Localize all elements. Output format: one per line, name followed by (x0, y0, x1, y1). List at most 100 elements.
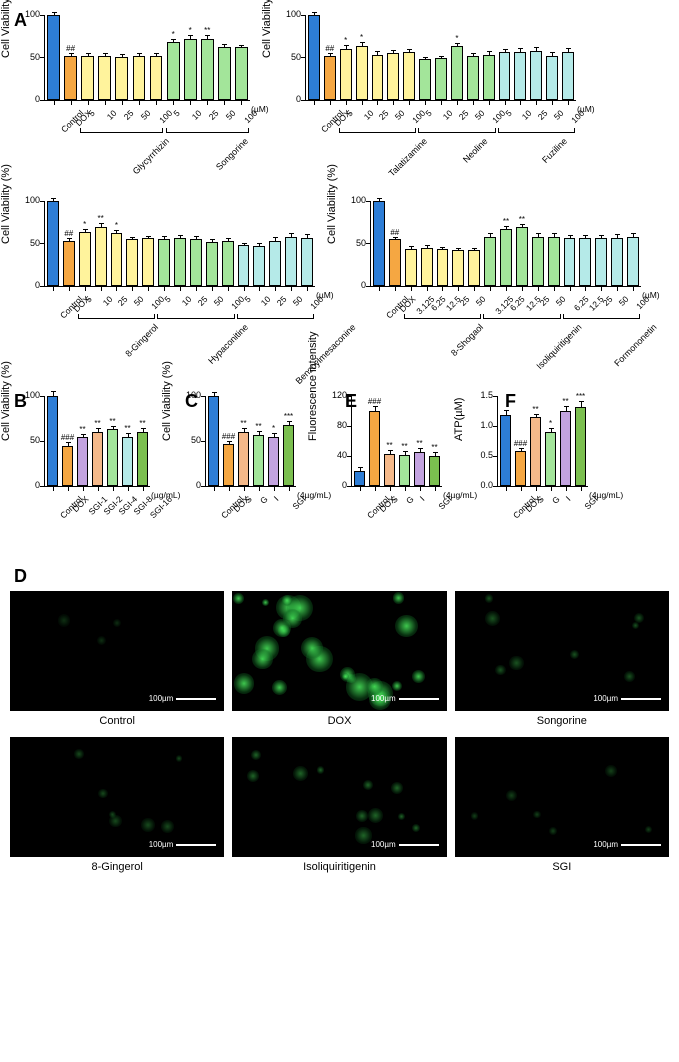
bar (64, 56, 77, 100)
y-tick-label: 0 (18, 94, 40, 104)
x-tick-label: 25 (122, 108, 136, 122)
x-tick-label: 50 (393, 108, 407, 122)
microscopy-image: 100µm (10, 737, 224, 857)
y-tick-label: 50 (279, 52, 301, 62)
microscopy-label: Control (10, 715, 224, 727)
y-axis-label: Cell Viability (%) (0, 361, 12, 441)
bar (98, 56, 111, 100)
bar (285, 237, 297, 286)
y-tick-label: 50 (179, 435, 201, 445)
bar (174, 238, 186, 286)
bar (201, 39, 214, 100)
group-label: Hypaconitine (206, 322, 250, 366)
microscopy-label: DOX (232, 715, 446, 727)
bar (467, 56, 479, 100)
bar (530, 51, 542, 100)
bar (562, 52, 574, 100)
figure-root: A Cell Viability (%)##****050100ControlD… (10, 10, 669, 873)
bar (356, 46, 368, 100)
group-label: Neoline (461, 136, 490, 165)
significance-marker: ### (219, 432, 239, 441)
bar (238, 245, 250, 286)
microscopy-image: 100µm (10, 591, 224, 711)
unit-label: (4µg/mL) (589, 490, 623, 500)
bar (372, 55, 384, 100)
x-tick-label: 25 (457, 108, 471, 122)
microscopy-cell: 100µm 8-Gingerol (10, 737, 224, 873)
bar (137, 432, 148, 486)
bar (283, 425, 294, 486)
panel-f-chart: ATP(µM)###********0.00.51.01.5ControlDOX… (463, 396, 603, 556)
bar (167, 42, 180, 100)
y-tick-label: 100 (344, 195, 366, 205)
bar (107, 429, 118, 486)
y-axis-label: Cell Viability (%) (326, 164, 338, 244)
x-tick-label: I (563, 494, 572, 503)
x-tick-label: 25 (601, 294, 615, 308)
significance-marker: ** (133, 419, 153, 428)
bar (253, 246, 265, 286)
significance-marker: ## (61, 44, 81, 53)
y-tick-label: 0 (18, 280, 40, 290)
scale-text: 100µm (149, 694, 174, 703)
group-label: Songorine (214, 136, 250, 172)
chart-area: ##**** (370, 201, 641, 287)
y-axis-label: ATP(µM) (453, 398, 465, 441)
bar (235, 47, 248, 100)
y-tick-label: 0 (344, 280, 366, 290)
group-label: Formononetin (613, 322, 659, 368)
significance-marker: ** (512, 215, 532, 224)
panel-a-chart-1: Cell Viability (%)##***050100ControlDOX5… (271, 15, 591, 195)
bar (95, 227, 107, 287)
bar (500, 229, 512, 286)
y-axis-label: Cell Viability (%) (161, 361, 173, 441)
group-label: Glycyrrhizin (131, 136, 171, 176)
bar (516, 227, 528, 286)
bar (92, 432, 103, 486)
scale-bar: 100µm (371, 694, 439, 703)
significance-marker: * (447, 34, 467, 43)
scale-bar: 100µm (593, 840, 661, 849)
chart-area: ###******** (351, 396, 442, 487)
x-tick-label: 25 (207, 108, 221, 122)
bar (514, 52, 526, 100)
x-tick-label: G (403, 494, 415, 506)
bar (218, 47, 231, 100)
microscopy-image: 100µm (455, 591, 669, 711)
scale-bar: 100µm (371, 840, 439, 849)
bar (308, 15, 320, 100)
microscopy-label: 8-Gingerol (10, 861, 224, 873)
scale-text: 100µm (371, 840, 396, 849)
x-tick-label: 50 (617, 294, 631, 308)
bar (419, 59, 431, 100)
microscopy-image: 100µm (232, 591, 446, 711)
y-tick-label: 100 (18, 390, 40, 400)
scale-text: 100µm (593, 694, 618, 703)
scale-bar: 100µm (593, 694, 661, 703)
microscopy-cell: 100µmSGI (455, 737, 669, 873)
bar (354, 471, 365, 486)
microscopy-cell: 100µmSongorine (455, 591, 669, 727)
bar (414, 452, 425, 487)
unit-label: (µM) (642, 290, 660, 300)
panel-a-chart-3: Cell Viability (%)##****050100ControlDOX… (336, 201, 656, 381)
x-tick-label: 50 (132, 294, 146, 308)
y-tick-label: 50 (18, 52, 40, 62)
significance-marker: ### (511, 439, 531, 448)
x-tick-label: 10 (100, 294, 114, 308)
significance-marker: ## (385, 228, 405, 237)
x-tick-label: 25 (538, 294, 552, 308)
bar (142, 238, 154, 286)
panel-a-chart-0: Cell Viability (%)##****050100ControlDOX… (10, 15, 265, 195)
significance-marker: ** (526, 405, 546, 414)
significance-marker: *** (571, 392, 591, 401)
bar (122, 437, 133, 487)
bar (564, 238, 576, 286)
bar (575, 407, 586, 486)
y-tick-label: 100 (18, 195, 40, 205)
x-tick-label: 25 (116, 294, 130, 308)
y-tick-label: 40 (325, 450, 347, 460)
x-tick-label: 50 (552, 108, 566, 122)
x-tick-label: 25 (458, 294, 472, 308)
group-label: 8-Shogaol (449, 322, 485, 358)
